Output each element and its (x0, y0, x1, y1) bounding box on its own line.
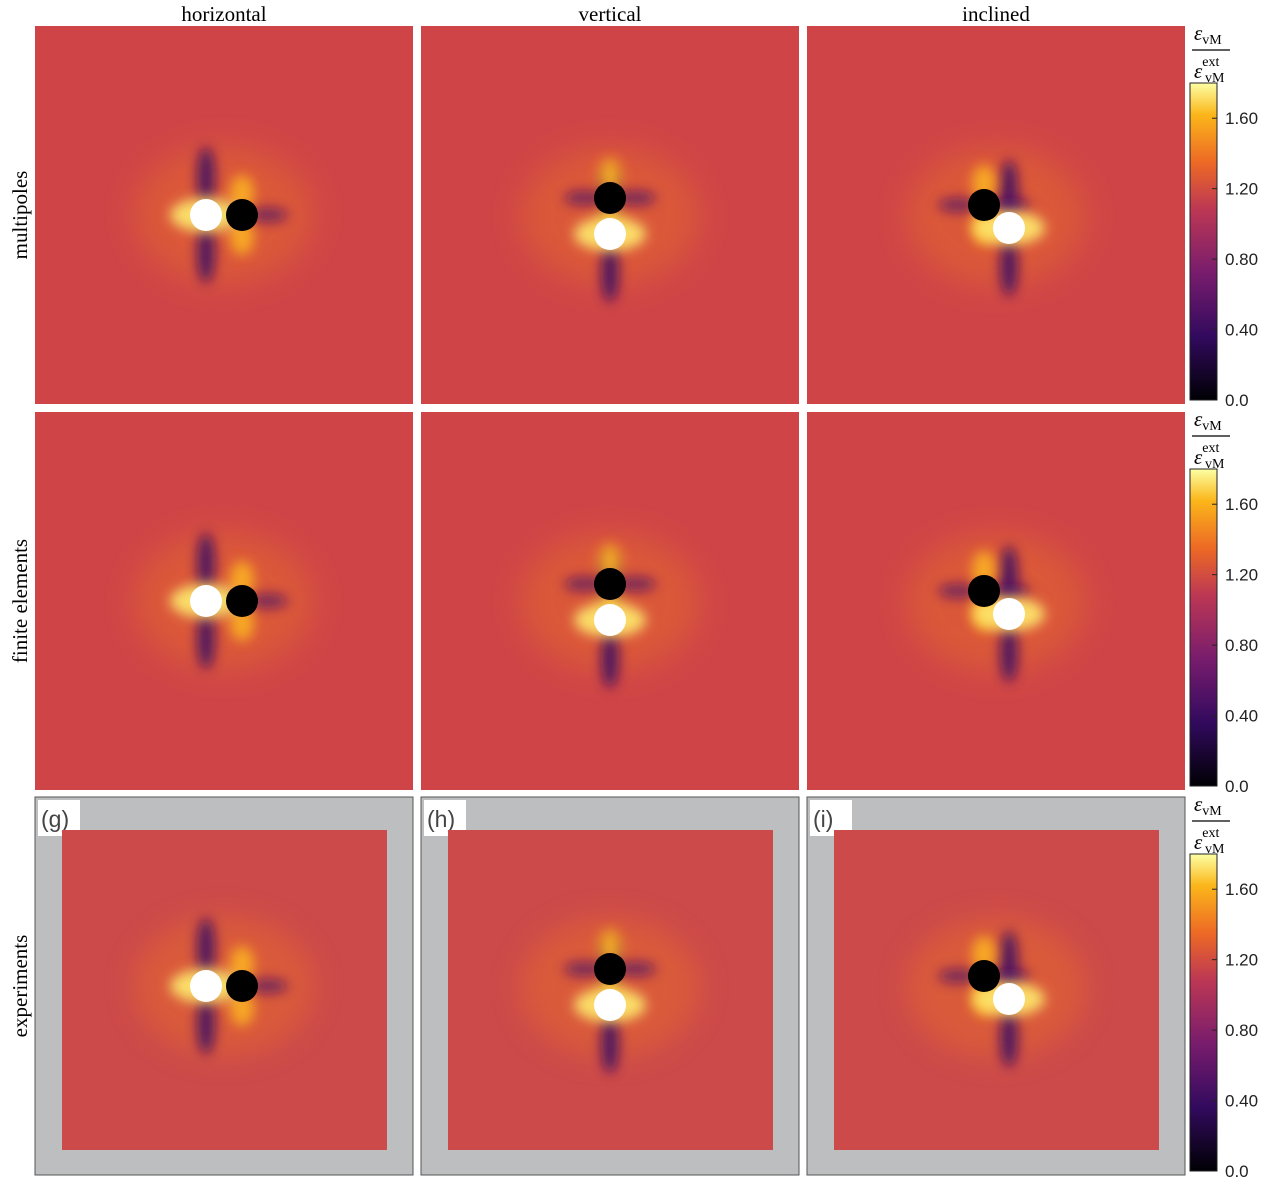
colorbar-tick-label: 1.60 (1225, 880, 1258, 899)
dark-lobe (938, 969, 978, 983)
field (421, 26, 799, 404)
field (448, 830, 773, 1150)
inclusion-black (226, 970, 258, 1002)
inclusion-black (226, 585, 258, 617)
column-header: horizontal (181, 2, 266, 26)
dark-lobe (601, 628, 619, 688)
dark-lobe (990, 969, 1030, 983)
inclusion-black (968, 575, 1000, 607)
colorbar-tick-label: 0.40 (1225, 321, 1258, 340)
colorbar-tick-label: 1.20 (1225, 566, 1258, 585)
colorbar-tick-label: 0.0 (1225, 777, 1249, 796)
colorbar-label-denominator: εext vM (1194, 441, 1225, 472)
dark-lobe (248, 208, 288, 222)
colorbar-label-numerator: εvM (1194, 21, 1222, 48)
panel-label: (h) (427, 806, 455, 832)
colorbar-gradient (1189, 468, 1218, 787)
field (35, 26, 413, 404)
dark-lobe (1000, 236, 1018, 296)
inclusion-white (594, 604, 626, 636)
colorbar-label-numerator: εvM (1194, 407, 1222, 434)
colorbar-gradient (1189, 82, 1218, 401)
dark-lobe (197, 918, 215, 978)
inclusion-black (594, 568, 626, 600)
colorbar-label-denominator: εext vM (1194, 55, 1225, 86)
dark-lobe (990, 584, 1030, 598)
dark-lobe (197, 223, 215, 283)
inclusion-white (594, 989, 626, 1021)
dark-lobe (938, 198, 978, 212)
inclusion-black (968, 189, 1000, 221)
dark-lobe (564, 577, 604, 591)
colorbar-tick-label: 0.0 (1225, 1162, 1249, 1181)
colorbar: 0.0 0.40 0.80 1.20 1.60 εvM εext vM (1189, 792, 1258, 1181)
inclusion-black (594, 182, 626, 214)
inclusion-white (993, 983, 1025, 1015)
column-header: vertical (579, 2, 642, 26)
dark-lobe (197, 147, 215, 207)
field (807, 26, 1185, 404)
inclusion-black (226, 199, 258, 231)
colorbar-tick-label: 1.60 (1225, 495, 1258, 514)
dark-lobe (1000, 1007, 1018, 1067)
colorbar-gradient (1189, 853, 1218, 1172)
colorbar-label-numerator: εvM (1194, 792, 1222, 819)
field (62, 830, 387, 1150)
inclusion-white (993, 212, 1025, 244)
row-label: finite elements (8, 539, 32, 663)
dark-lobe (616, 191, 656, 205)
field (421, 412, 799, 790)
dark-lobe (197, 994, 215, 1054)
panel-label: (i) (813, 806, 833, 832)
field (807, 412, 1185, 790)
dark-lobe (248, 594, 288, 608)
dark-lobe (616, 962, 656, 976)
dark-lobe (197, 609, 215, 669)
row-label: multipoles (8, 171, 32, 260)
inclusion-white (190, 585, 222, 617)
inclusion-black (594, 953, 626, 985)
dark-lobe (616, 577, 656, 591)
colorbar-tick-label: 0.80 (1225, 636, 1258, 655)
dark-lobe (938, 584, 978, 598)
colorbar-tick-label: 0.40 (1225, 1092, 1258, 1111)
dark-lobe (1000, 622, 1018, 682)
dark-lobe (564, 191, 604, 205)
colorbar-tick-label: 1.60 (1225, 109, 1258, 128)
colorbar-tick-label: 0.80 (1225, 250, 1258, 269)
colorbar-tick-label: 0.0 (1225, 391, 1249, 410)
inclusion-white (993, 598, 1025, 630)
field (834, 830, 1159, 1150)
colorbar-tick-label: 1.20 (1225, 951, 1258, 970)
panel-label: (g) (41, 806, 69, 832)
inclusion-white (190, 970, 222, 1002)
column-header: inclined (962, 2, 1030, 26)
dark-lobe (248, 979, 288, 993)
dark-lobe (197, 533, 215, 593)
colorbar-label-denominator: εext vM (1194, 826, 1225, 857)
colorbar: 0.0 0.40 0.80 1.20 1.60 εvM εext vM (1189, 407, 1258, 796)
dark-lobe (564, 962, 604, 976)
inclusion-black (968, 960, 1000, 992)
dark-lobe (601, 1013, 619, 1073)
colorbar-tick-label: 1.20 (1225, 180, 1258, 199)
colorbar-tick-label: 0.80 (1225, 1021, 1258, 1040)
dark-lobe (601, 242, 619, 302)
field (35, 412, 413, 790)
colorbar-tick-label: 0.40 (1225, 707, 1258, 726)
dark-lobe (990, 198, 1030, 212)
colorbar: 0.0 0.40 0.80 1.20 1.60 εvM εext vM (1189, 21, 1258, 410)
row-label: experiments (8, 935, 32, 1038)
inclusion-white (594, 218, 626, 250)
inclusion-white (190, 199, 222, 231)
